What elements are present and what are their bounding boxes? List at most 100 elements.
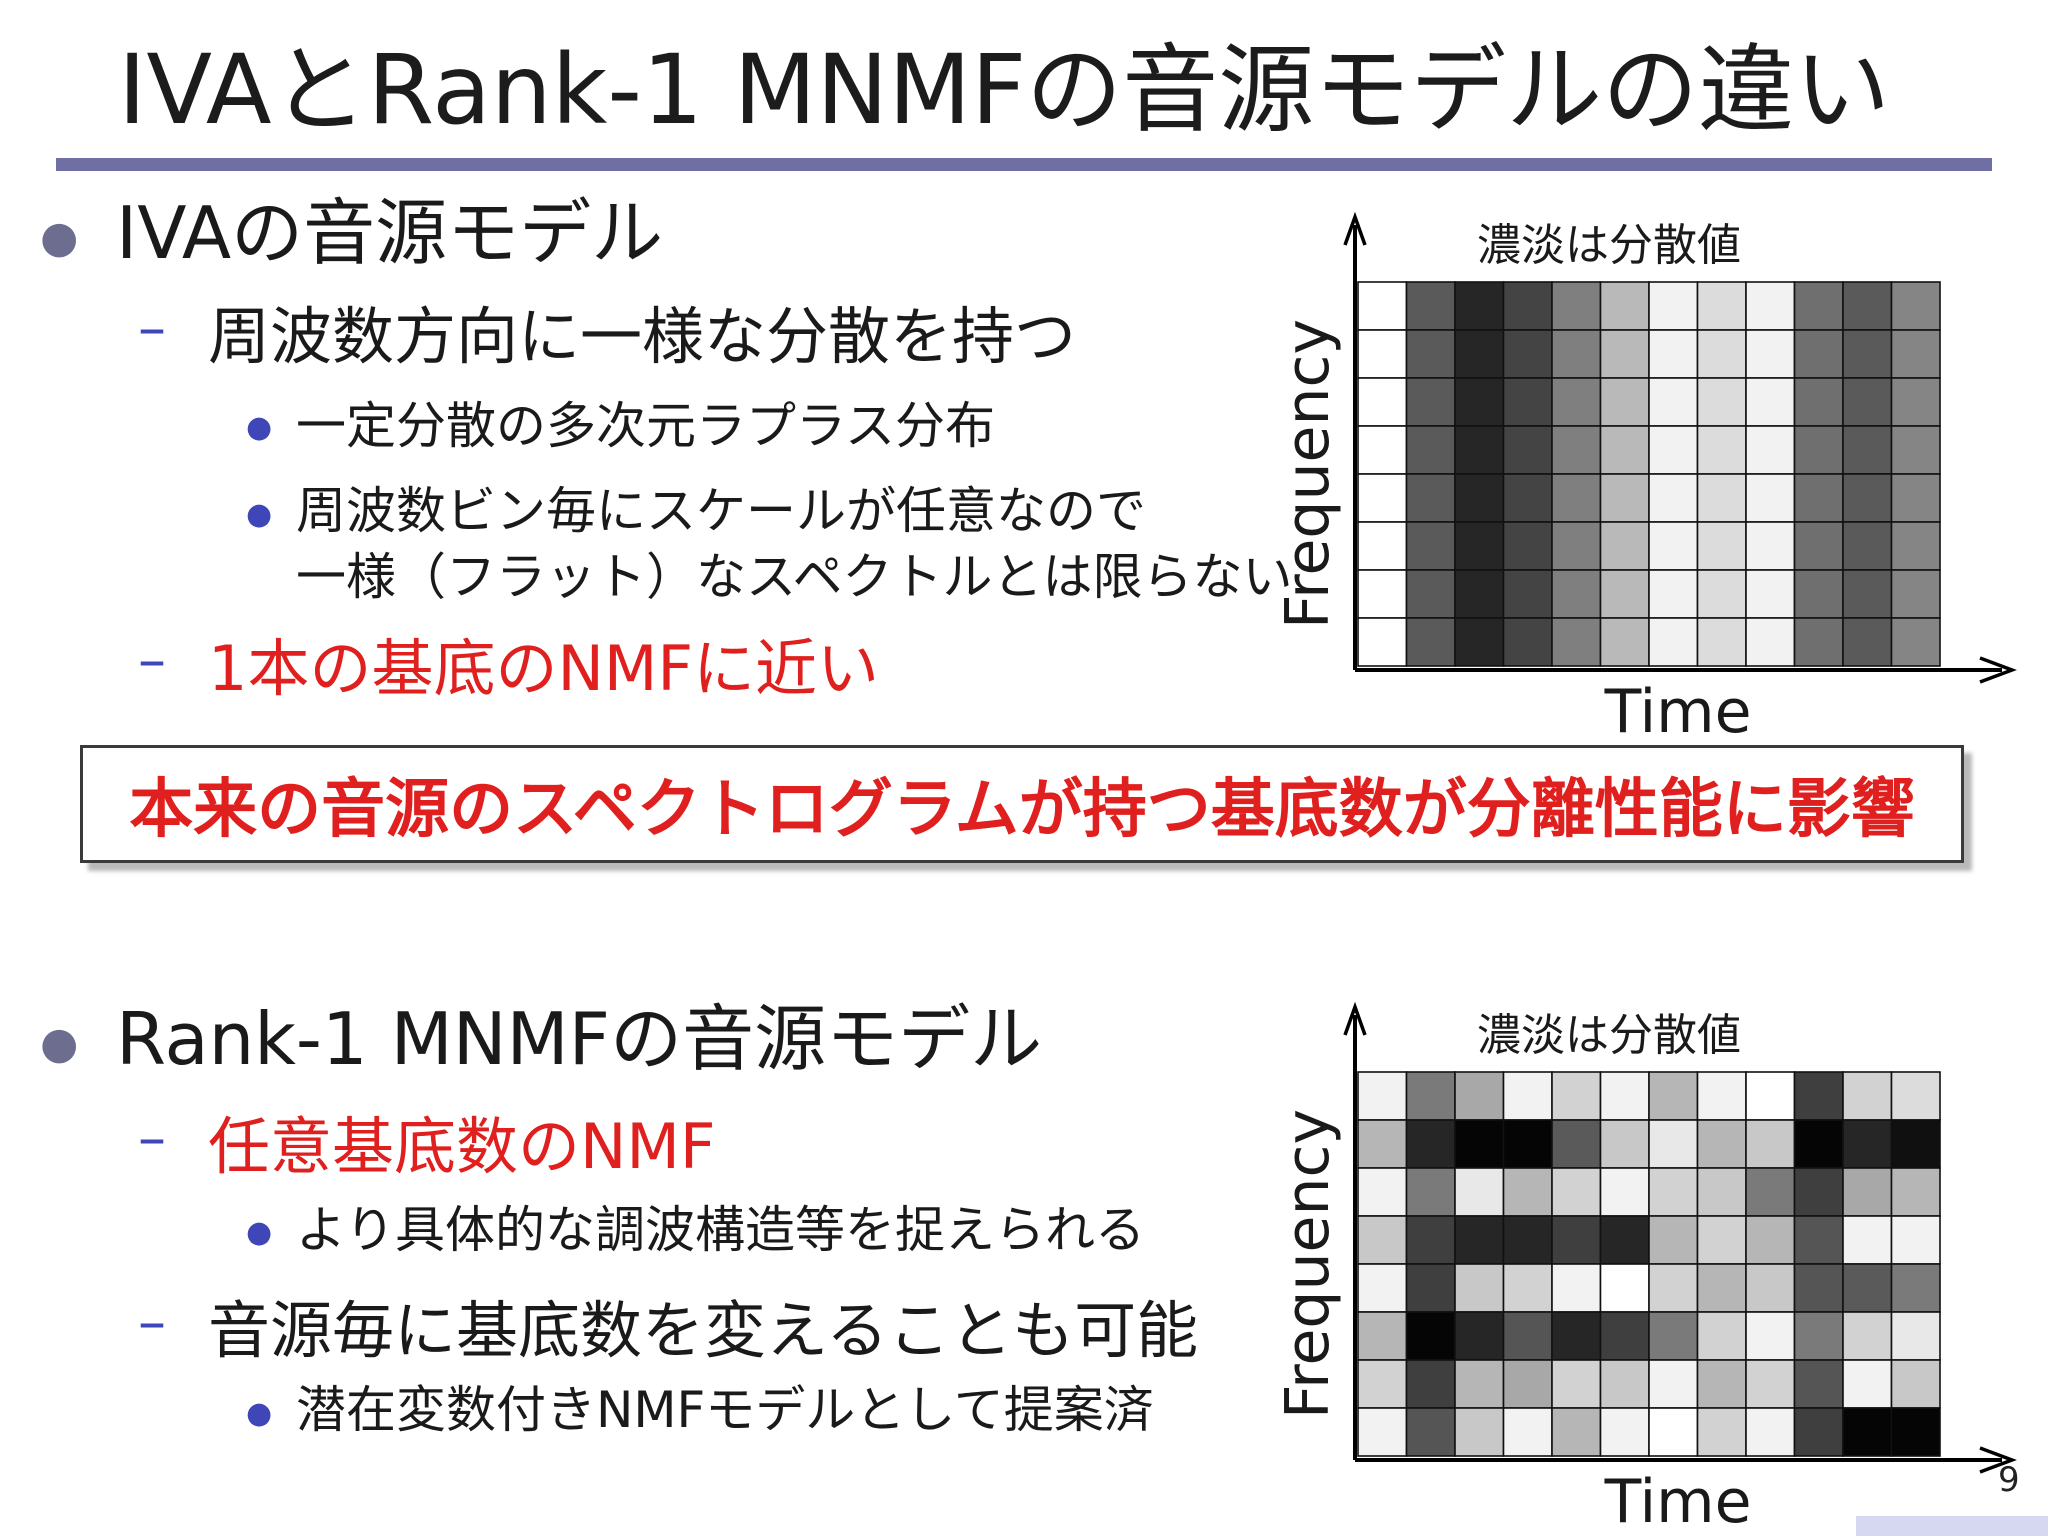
grid-cell	[1696, 1407, 1747, 1457]
grid-cell	[1502, 425, 1553, 475]
grid-cell	[1842, 569, 1893, 619]
grid-cell	[1890, 1215, 1941, 1265]
grid-cell	[1648, 281, 1699, 331]
grid-cell	[1405, 425, 1456, 475]
mnmf-sub2: 音源毎に基底数を変えることも可能	[208, 1294, 1199, 1367]
grid-cell	[1696, 1071, 1747, 1121]
grid-cell	[1454, 1407, 1505, 1457]
grid-cell	[1696, 425, 1747, 475]
grid-cell	[1357, 1263, 1408, 1313]
mnmf-heading: Rank-1 MNMFの音源モデル	[116, 997, 1043, 1081]
grid-cell	[1405, 617, 1456, 667]
grid-cell	[1502, 521, 1553, 571]
grid-cell	[1599, 281, 1650, 331]
grid-cell	[1793, 329, 1844, 379]
grid-cell	[1599, 569, 1650, 619]
grid-cell	[1842, 1167, 1893, 1217]
grid-cell	[1599, 1311, 1650, 1361]
grid-cell	[1454, 1119, 1505, 1169]
grid-cell	[1793, 569, 1844, 619]
grid-cell	[1454, 425, 1505, 475]
x-axis-arrow	[1979, 656, 2017, 684]
grid-cell	[1648, 521, 1699, 571]
grid-cell	[1357, 617, 1408, 667]
corner-decoration	[1856, 1516, 2048, 1536]
grid-cell	[1599, 1215, 1650, 1265]
grid-cell	[1551, 617, 1602, 667]
grid-cell	[1502, 1071, 1553, 1121]
grid-cell	[1648, 1359, 1699, 1409]
grid-cell	[1502, 617, 1553, 667]
grid-cell	[1648, 425, 1699, 475]
grid-cell	[1357, 377, 1408, 427]
bullet-marker: ●	[40, 212, 79, 263]
grid-cell	[1793, 473, 1844, 523]
variance-grid-mnmf: 濃淡は分散値 Frequency Time	[1273, 1001, 2017, 1525]
grid-cell	[1599, 1071, 1650, 1121]
grid-caption: 濃淡は分散値	[1477, 1010, 1741, 1061]
grid-cell	[1842, 1071, 1893, 1121]
grid-cell	[1502, 1167, 1553, 1217]
grid-cell	[1842, 1311, 1893, 1361]
grid-cell	[1745, 1311, 1796, 1361]
grid-cell	[1551, 1263, 1602, 1313]
grid-cell	[1405, 329, 1456, 379]
grid-cell	[1454, 617, 1505, 667]
grid-cell	[1745, 329, 1796, 379]
grid-cell	[1551, 1359, 1602, 1409]
grid-cell	[1599, 1119, 1650, 1169]
grid-cell	[1842, 1263, 1893, 1313]
grid-cell	[1842, 617, 1893, 667]
grid-cell	[1890, 1119, 1941, 1169]
grid-cell	[1357, 1071, 1408, 1121]
grid-cell	[1793, 377, 1844, 427]
grid-cell	[1793, 425, 1844, 475]
grid-cell	[1357, 473, 1408, 523]
grid-cell	[1745, 1407, 1796, 1457]
grid-cell	[1454, 1359, 1505, 1409]
grid-cell	[1551, 1071, 1602, 1121]
grid-cell	[1793, 1071, 1844, 1121]
grid-cell	[1890, 425, 1941, 475]
grid-cell	[1357, 1359, 1408, 1409]
title-divider	[56, 158, 1992, 171]
grid-cell	[1696, 1215, 1747, 1265]
grid-cell	[1793, 521, 1844, 571]
grid-cell	[1696, 1167, 1747, 1217]
grid-cell	[1793, 617, 1844, 667]
grid-cell	[1357, 521, 1408, 571]
grid-cell	[1454, 521, 1505, 571]
grid-cell	[1357, 569, 1408, 619]
grid-cell	[1890, 521, 1941, 571]
grid-cell	[1890, 1407, 1941, 1457]
grid-cell	[1599, 617, 1650, 667]
grid-cell	[1502, 1407, 1553, 1457]
bullet-marker: ●	[246, 497, 273, 532]
grid-cell	[1745, 569, 1796, 619]
grid-cell	[1793, 1167, 1844, 1217]
grid-cell	[1551, 1167, 1602, 1217]
grid-cell	[1890, 1263, 1941, 1313]
grid-cell	[1405, 473, 1456, 523]
grid-caption: 濃淡は分散値	[1477, 220, 1741, 271]
grid-cell	[1745, 473, 1796, 523]
x-axis-arrow	[1979, 1446, 2017, 1474]
x-axis-label: Time	[1604, 1467, 1752, 1525]
grid-cell	[1405, 1215, 1456, 1265]
grid-cell	[1502, 473, 1553, 523]
grid-cell	[1648, 1311, 1699, 1361]
grid-cell	[1357, 329, 1408, 379]
grid-cell	[1357, 425, 1408, 475]
grid-cell	[1890, 329, 1941, 379]
slide-title: IVAとRank-1 MNMFの音源モデルの違い	[118, 34, 1891, 146]
dash-marker: –	[138, 1106, 166, 1171]
grid-cell	[1696, 617, 1747, 667]
grid-cell	[1551, 1215, 1602, 1265]
grid-cell	[1599, 1263, 1650, 1313]
grid-cell	[1405, 1167, 1456, 1217]
grid-cell	[1842, 1215, 1893, 1265]
grid-cell	[1793, 281, 1844, 331]
grid-cell	[1890, 377, 1941, 427]
grid-cell	[1357, 1167, 1408, 1217]
iva-item-2-cont: 一様（フラット）なスペクトルとは限らない	[296, 548, 1293, 606]
